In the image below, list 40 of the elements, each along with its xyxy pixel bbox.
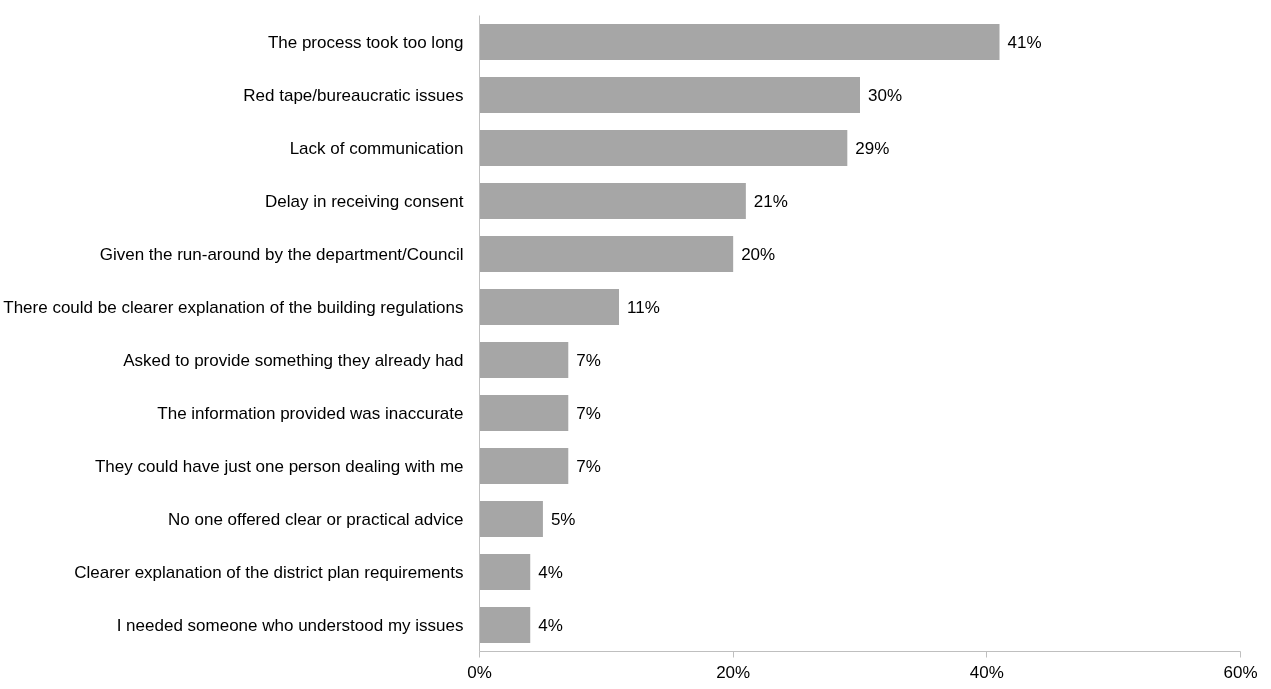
bar (479, 76, 860, 114)
bar (479, 235, 734, 273)
bar (479, 500, 543, 538)
x-tick-label: 20% (716, 662, 751, 682)
x-tick-label: 0% (467, 662, 492, 682)
bar (479, 341, 569, 379)
data-label: 4% (538, 615, 563, 635)
y-tick-label: Asked to provide something they already had (123, 350, 464, 370)
y-tick-label: There could be clearer explanation of the building regulations (3, 297, 464, 317)
data-label: 5% (550, 509, 576, 529)
bar (479, 394, 569, 432)
y-tick-label: They could have just one person dealing with me (94, 456, 464, 476)
bar (479, 23, 1000, 61)
y-tick-label: Lack of communication (289, 138, 464, 158)
x-tick-label: 60% (1223, 662, 1258, 682)
bar (479, 447, 569, 485)
bar (479, 182, 746, 220)
y-tick-label: Clearer explanation of the district plan requirements (74, 562, 464, 582)
data-label: 30% (868, 85, 903, 105)
data-label: 29% (855, 138, 890, 158)
x-tick-label: 40% (969, 662, 1004, 682)
data-label: 7% (576, 350, 601, 370)
y-tick-label: The information provided was inaccurate (157, 403, 464, 423)
bar (479, 606, 531, 644)
data-label: 7% (576, 456, 601, 476)
data-label: 41% (1007, 32, 1042, 52)
data-label: 7% (576, 403, 601, 423)
y-tick-label: Given the run-around by the department/Council (99, 244, 464, 264)
bar (479, 288, 620, 326)
y-tick-label: The process took too long (267, 32, 464, 52)
data-label: 20% (741, 244, 776, 264)
y-tick-label: I needed someone who understood my issues (116, 615, 464, 635)
bar (479, 553, 531, 591)
data-label: 11% (627, 297, 660, 317)
y-tick-label: Red tape/bureaucratic issues (243, 85, 464, 105)
data-label: 21% (753, 191, 788, 211)
y-tick-label: No one offered clear or practical advice (168, 509, 464, 529)
y-tick-label: Delay in receiving consent (265, 191, 464, 211)
bar (479, 129, 848, 167)
data-label: 4% (538, 562, 563, 582)
